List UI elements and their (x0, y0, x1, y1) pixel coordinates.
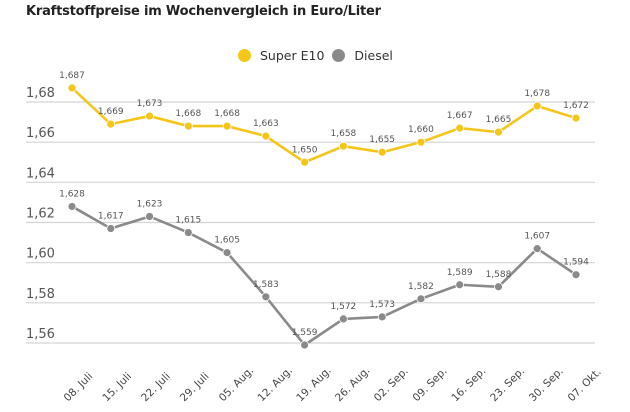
legend-label-diesel: Diesel (354, 48, 393, 63)
x-tick-label: 29. Juli (178, 370, 212, 404)
x-tick-label: 02. Sep. (372, 365, 411, 404)
data-point (261, 292, 271, 302)
x-tick-label: 26. Aug. (333, 365, 373, 405)
data-label: 1,687 (59, 71, 85, 81)
y-tick-label: 1,66 (26, 126, 55, 141)
data-label: 1,615 (175, 216, 201, 226)
data-label: 1,663 (253, 119, 279, 129)
data-point (416, 137, 426, 147)
data-label: 1,605 (214, 236, 240, 246)
data-label: 1,668 (175, 109, 201, 119)
series-line-diesel (71, 205, 577, 347)
data-label: 1,668 (214, 109, 240, 119)
data-point (416, 294, 426, 304)
data-point (494, 282, 503, 292)
data-label: 1,572 (331, 302, 357, 312)
data-label: 1,607 (524, 232, 550, 242)
legend: Super E10 Diesel (238, 48, 401, 63)
x-tick-label: 05. Aug. (217, 365, 257, 405)
x-tick-label: 23. Sep. (488, 365, 527, 404)
legend-label-super-e10: Super E10 (260, 48, 325, 63)
series-lines (71, 86, 577, 347)
x-tick-label: 19. Aug. (294, 365, 334, 405)
data-point (67, 202, 77, 211)
gridlines (26, 101, 595, 344)
data-label: 1,573 (369, 300, 395, 310)
y-tick-label: 1,60 (26, 247, 55, 262)
data-label: 1,617 (98, 212, 124, 222)
y-tick-label: 1,58 (26, 287, 55, 302)
x-tick-label: 09. Sep. (411, 365, 450, 404)
data-point (183, 228, 193, 237)
data-point (532, 244, 542, 254)
data-label: 1,660 (408, 125, 434, 135)
data-point (571, 113, 581, 123)
data-point (67, 83, 77, 93)
data-point (106, 224, 116, 233)
data-point (300, 157, 310, 167)
data-point (145, 111, 154, 121)
data-point (494, 127, 503, 137)
x-axis: 08. Juli 15. Juli 22. Juli 29. Juli 05. Aug.… (62, 365, 604, 405)
x-tick-label: 12. Aug. (255, 365, 295, 405)
data-labels: 1,687 1,669 1,673 1,668 1,668 1,663 1,650 1,658… (59, 71, 589, 338)
data-label: 1,588 (486, 270, 512, 280)
data-label: 1,623 (137, 199, 163, 209)
data-label: 1,658 (331, 129, 357, 139)
data-point (455, 123, 465, 133)
data-point (222, 248, 232, 258)
data-point (183, 121, 193, 131)
legend-marker-diesel (332, 49, 346, 62)
series-line-super-e10 (71, 86, 577, 164)
data-point (222, 121, 232, 131)
data-point (532, 101, 542, 111)
data-label: 1,628 (59, 189, 85, 199)
data-point (377, 147, 387, 157)
y-tick-label: 1,62 (26, 207, 55, 222)
data-label: 1,678 (524, 89, 550, 99)
x-tick-label: 16. Sep. (449, 365, 488, 404)
data-label: 1,665 (486, 115, 512, 125)
data-label: 1,667 (447, 111, 473, 121)
y-axis: 1,56 1,58 1,60 1,62 1,64 1,66 1,68 (26, 86, 55, 342)
data-point (300, 340, 310, 350)
y-tick-label: 1,68 (26, 86, 55, 101)
x-tick-label: 30. Sep. (527, 365, 566, 404)
data-label: 1,655 (369, 135, 395, 145)
chart-title: Kraftstoffpreise im Wochenvergleich in E… (26, 4, 381, 19)
data-label: 1,589 (447, 268, 473, 278)
data-label: 1,650 (292, 145, 318, 155)
data-point (338, 314, 348, 324)
data-label: 1,559 (292, 328, 318, 338)
x-tick-label: 07. Okt. (566, 366, 604, 404)
data-point (377, 312, 387, 322)
data-label: 1,582 (408, 282, 434, 292)
y-tick-label: 1,56 (26, 327, 55, 342)
data-label: 1,583 (253, 280, 279, 290)
x-tick-label: 22. Juli (139, 370, 173, 404)
legend-item-diesel[interactable]: Diesel (332, 48, 393, 63)
data-label: 1,673 (137, 99, 163, 109)
data-point (261, 131, 271, 141)
data-point (145, 212, 154, 221)
series-points (67, 83, 581, 350)
data-label: 1,669 (98, 107, 124, 117)
data-point (106, 119, 116, 129)
data-label: 1,594 (563, 258, 589, 268)
y-tick-label: 1,64 (26, 166, 55, 181)
data-point (571, 270, 581, 280)
data-point (338, 141, 348, 151)
legend-marker-super-e10 (238, 49, 251, 62)
data-point (455, 280, 465, 290)
x-tick-label: 15. Juli (100, 370, 134, 404)
x-tick-label: 08. Juli (62, 370, 96, 404)
legend-item-super-e10[interactable]: Super E10 (238, 48, 324, 63)
data-label: 1,672 (563, 101, 589, 111)
